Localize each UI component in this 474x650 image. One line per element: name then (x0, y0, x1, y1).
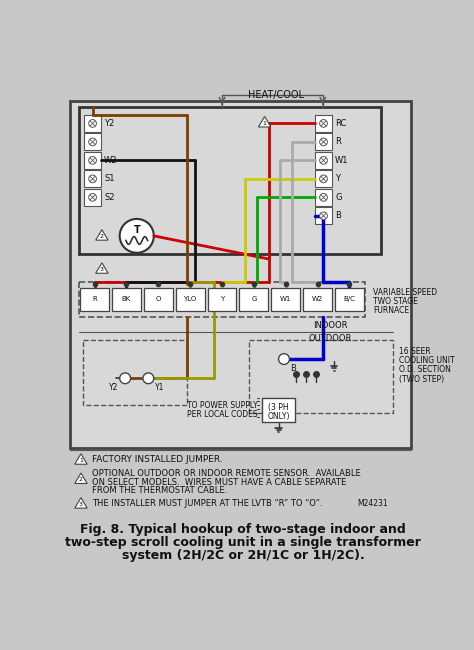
Text: B/C: B/C (344, 296, 356, 302)
Bar (239, 288, 268, 311)
Bar (84, 189, 101, 206)
Text: TWO STAGE: TWO STAGE (373, 297, 418, 306)
Text: W1: W1 (280, 296, 292, 302)
Text: BK: BK (122, 296, 131, 302)
Text: W2: W2 (312, 296, 323, 302)
Circle shape (319, 212, 328, 220)
Bar (84, 133, 101, 150)
Text: COOLING UNIT: COOLING UNIT (399, 356, 454, 365)
Text: Fig. 8. Typical hookup of two-stage indoor and: Fig. 8. Typical hookup of two-stage indo… (80, 523, 406, 536)
Bar (79, 107, 381, 254)
Text: W2: W2 (104, 156, 118, 165)
Text: Y2: Y2 (109, 383, 118, 392)
Circle shape (89, 175, 96, 183)
Circle shape (319, 194, 328, 202)
Bar (112, 288, 141, 311)
Text: OPTIONAL OUTDOOR OR INDOOR REMOTE SENSOR.  AVAILABLE: OPTIONAL OUTDOOR OR INDOOR REMOTE SENSOR… (92, 469, 361, 478)
Circle shape (89, 138, 96, 146)
Text: G: G (335, 193, 342, 202)
Polygon shape (96, 229, 108, 240)
Text: VARIABLE SPEED: VARIABLE SPEED (373, 287, 437, 296)
Circle shape (143, 373, 154, 384)
Text: R: R (335, 137, 341, 146)
Bar (315, 133, 332, 150)
Bar (176, 288, 204, 311)
Text: 16 SEER: 16 SEER (399, 347, 430, 356)
Text: M24231: M24231 (357, 499, 388, 508)
Bar (315, 189, 332, 206)
Bar (70, 101, 411, 448)
Polygon shape (75, 498, 87, 508)
Bar (144, 288, 173, 311)
Text: 2: 2 (100, 234, 104, 239)
Circle shape (279, 354, 290, 365)
Bar (315, 207, 332, 224)
Text: T: T (133, 225, 140, 235)
Text: THE INSTALLER MUST JUMPER AT THE LVTB “R” TO “O”.: THE INSTALLER MUST JUMPER AT THE LVTB “R… (92, 499, 322, 508)
Text: two-step scroll cooling unit in a single transformer: two-step scroll cooling unit in a single… (65, 536, 421, 549)
Circle shape (319, 138, 328, 146)
Bar (80, 288, 109, 311)
Bar (84, 115, 101, 132)
Bar (335, 288, 364, 311)
Polygon shape (75, 473, 87, 484)
Circle shape (319, 120, 328, 127)
Text: 3: 3 (79, 502, 83, 507)
Text: 3: 3 (100, 267, 104, 272)
Bar (315, 152, 332, 169)
Text: O: O (155, 296, 161, 302)
Circle shape (89, 120, 96, 127)
Bar (79, 282, 365, 317)
Circle shape (89, 157, 96, 164)
Text: system (2H/2C or 2H/1C or 1H/2C).: system (2H/2C or 2H/1C or 1H/2C). (121, 549, 365, 562)
Circle shape (319, 157, 328, 164)
Text: B: B (291, 364, 296, 373)
Bar (315, 115, 332, 132)
Text: Y: Y (335, 174, 340, 183)
Polygon shape (75, 454, 87, 464)
Text: ONLY): ONLY) (267, 412, 290, 421)
Text: 1: 1 (79, 458, 83, 463)
Text: FURNACE: FURNACE (373, 306, 409, 315)
Text: (3 PH: (3 PH (268, 403, 289, 412)
Bar (303, 288, 332, 311)
Text: HEAT/COOL: HEAT/COOL (248, 90, 304, 100)
Text: Y: Y (220, 296, 224, 302)
Text: B: B (335, 211, 341, 220)
Polygon shape (96, 263, 108, 273)
Text: S1: S1 (104, 174, 115, 183)
Bar (271, 288, 300, 311)
Bar (82, 340, 187, 405)
Circle shape (120, 219, 154, 253)
Text: R: R (92, 296, 97, 302)
Text: OUTDOOR: OUTDOOR (309, 333, 352, 343)
Text: FACTORY INSTALLED JUMPER.: FACTORY INSTALLED JUMPER. (92, 456, 222, 464)
Text: S2: S2 (104, 193, 115, 202)
Circle shape (120, 373, 130, 384)
Circle shape (319, 175, 328, 183)
Bar (208, 288, 237, 311)
Bar (249, 340, 392, 413)
Text: G: G (251, 296, 256, 302)
Text: RC: RC (335, 119, 346, 128)
Text: TO POWER SUPPLY: TO POWER SUPPLY (187, 401, 257, 410)
Text: 2: 2 (79, 477, 83, 482)
Bar (262, 398, 295, 423)
Polygon shape (258, 116, 271, 127)
Text: FROM THE THERMOSTAT CABLE.: FROM THE THERMOSTAT CABLE. (92, 486, 227, 495)
Bar (84, 152, 101, 169)
Text: Y2: Y2 (104, 119, 114, 128)
Text: PER LOCAL CODES: PER LOCAL CODES (187, 410, 257, 419)
Text: YLO: YLO (183, 296, 197, 302)
Text: INDOOR: INDOOR (313, 322, 348, 330)
Text: W1: W1 (335, 156, 349, 165)
Text: ON SELECT MODELS.  WIRES MUST HAVE A CABLE SEPARATE: ON SELECT MODELS. WIRES MUST HAVE A CABL… (92, 478, 346, 487)
Circle shape (89, 194, 96, 202)
Text: 1: 1 (263, 121, 266, 126)
Text: Y1: Y1 (155, 383, 164, 392)
Bar (84, 170, 101, 187)
Text: (TWO STEP): (TWO STEP) (399, 374, 444, 384)
Text: O.D. SECTION: O.D. SECTION (399, 365, 451, 374)
Bar (315, 170, 332, 187)
